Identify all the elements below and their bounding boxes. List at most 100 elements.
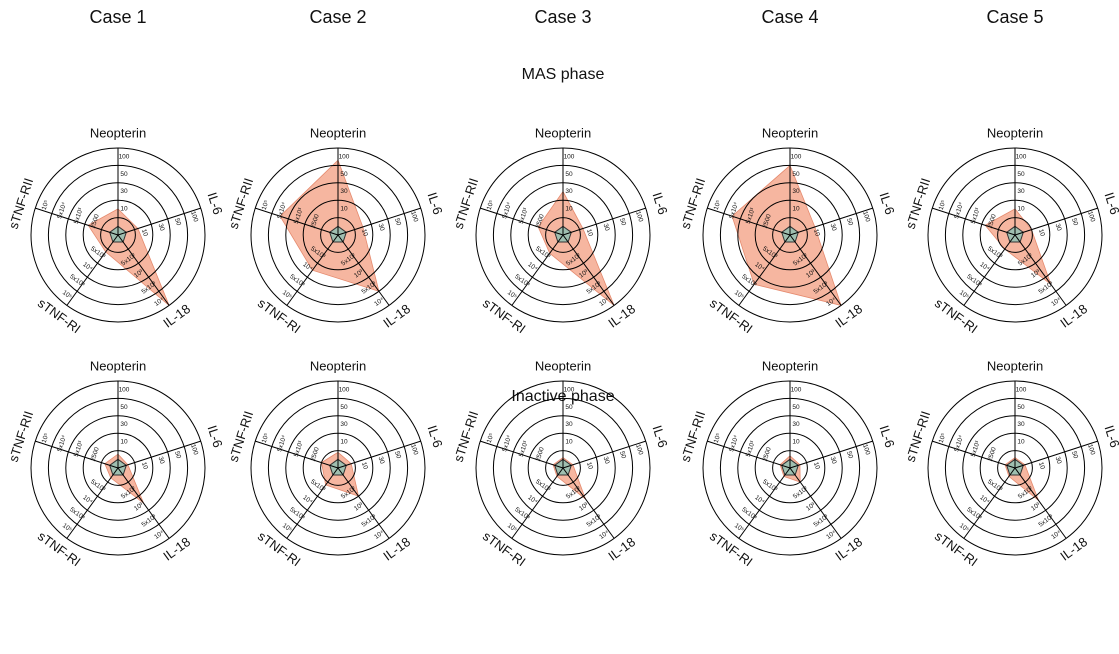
tick-label: 30	[1017, 188, 1025, 195]
tick-label: 5x10³	[970, 206, 982, 224]
tick-label: 2500	[310, 213, 321, 229]
tick-label: 10⁴	[81, 261, 93, 273]
axis-label: IL-6	[204, 423, 225, 449]
spoke	[1014, 440, 1098, 469]
tick-label: 50	[792, 404, 800, 411]
tick-label: 50	[393, 217, 402, 226]
tick-label: 50	[340, 404, 348, 411]
tick-label: 10	[565, 439, 573, 446]
tick-label: 10³	[1030, 268, 1042, 280]
tick-label: 50	[845, 450, 854, 459]
spoke	[738, 234, 791, 306]
tick-label: 30	[829, 223, 838, 232]
tick-label: 50	[565, 404, 573, 411]
tick-label: 100	[339, 386, 350, 393]
tick-label: 10	[585, 461, 594, 470]
tick-label: 5x10³	[745, 439, 757, 457]
tick-label: 10	[1037, 228, 1046, 237]
tick-label: 10	[360, 461, 369, 470]
column-title: Case 2	[309, 7, 366, 27]
tick-label: 50	[618, 450, 627, 459]
tick-label: 50	[120, 171, 128, 178]
spoke	[66, 234, 119, 306]
axis-label: sTNF-RI	[707, 528, 756, 569]
spoke	[789, 207, 873, 236]
tick-label: 10⁴	[373, 296, 385, 308]
tick-label: 10⁴	[301, 494, 313, 506]
tick-label: 10⁴	[153, 529, 165, 541]
radar-area	[537, 190, 615, 306]
spoke	[1014, 207, 1098, 236]
tick-label: 10⁴	[753, 494, 765, 506]
tick-label: 30	[377, 223, 386, 232]
tick-label: 50	[1017, 171, 1025, 178]
axis-label: Neopterin	[90, 125, 146, 140]
tick-label: 10⁵	[41, 199, 51, 211]
tick-label: 100	[409, 443, 419, 456]
spoke	[932, 207, 1016, 236]
spoke	[480, 440, 564, 469]
spoke	[337, 467, 390, 539]
axis-label: IL-6	[876, 190, 897, 216]
tick-label: 10⁵	[281, 289, 293, 301]
tick-label: 100	[189, 210, 199, 223]
axis-label: sTNF-RI	[932, 528, 981, 569]
tick-label: 100	[861, 443, 871, 456]
axis-label: IL-18	[1057, 301, 1090, 331]
radar-area	[279, 159, 380, 292]
column-title: Case 1	[89, 7, 146, 27]
axis-label: IL-6	[424, 190, 445, 216]
tick-label: 5x10³	[518, 206, 530, 224]
axis-label: IL-6	[649, 190, 670, 216]
axis-label: IL-18	[1057, 534, 1090, 564]
tick-label: 10⁵	[713, 199, 723, 211]
spoke	[932, 440, 1016, 469]
tick-label: 30	[565, 421, 573, 428]
spoke	[789, 440, 873, 469]
tick-label: 10	[340, 206, 348, 213]
tick-label: 50	[173, 450, 182, 459]
tick-label: 100	[861, 210, 871, 223]
spoke	[255, 440, 339, 469]
tick-label: 2500	[987, 213, 998, 229]
axis-label: Neopterin	[310, 358, 366, 373]
tick-label: 30	[792, 188, 800, 195]
tick-label: 10⁵	[61, 289, 73, 301]
tick-label: 10	[565, 206, 573, 213]
tick-label: 10	[120, 206, 128, 213]
axis-label: IL-6	[876, 423, 897, 449]
tick-label: 10⁴	[753, 261, 765, 273]
axis-label: Neopterin	[535, 358, 591, 373]
tick-label: 50	[1070, 450, 1079, 459]
spoke	[255, 207, 339, 236]
tick-label: 100	[1016, 386, 1027, 393]
tick-label: 2500	[762, 446, 773, 462]
tick-label: 5x10⁴	[953, 434, 965, 452]
tick-label: 10⁵	[733, 289, 745, 301]
tick-label: 100	[634, 443, 644, 456]
tick-label: 10⁴	[825, 296, 837, 308]
spoke	[480, 207, 564, 236]
axis-label: IL-18	[160, 534, 193, 564]
tick-label: 50	[618, 217, 627, 226]
spoke	[1014, 234, 1067, 306]
axis-label: IL-18	[605, 301, 638, 331]
column-title: Case 5	[986, 7, 1043, 27]
row-title: MAS phase	[522, 66, 605, 83]
tick-label: 10⁴	[153, 296, 165, 308]
tick-label: 10³	[353, 268, 365, 280]
tick-label: 10⁴	[598, 296, 610, 308]
spoke	[117, 467, 170, 539]
spoke	[562, 234, 615, 306]
tick-label: 10	[360, 228, 369, 237]
axis-label: Neopterin	[762, 125, 818, 140]
tick-label: 10⁴	[81, 494, 93, 506]
tick-label: 30	[157, 456, 166, 465]
spoke	[1014, 467, 1067, 539]
tick-label: 100	[791, 153, 802, 160]
axis-label: IL-6	[1101, 423, 1119, 449]
